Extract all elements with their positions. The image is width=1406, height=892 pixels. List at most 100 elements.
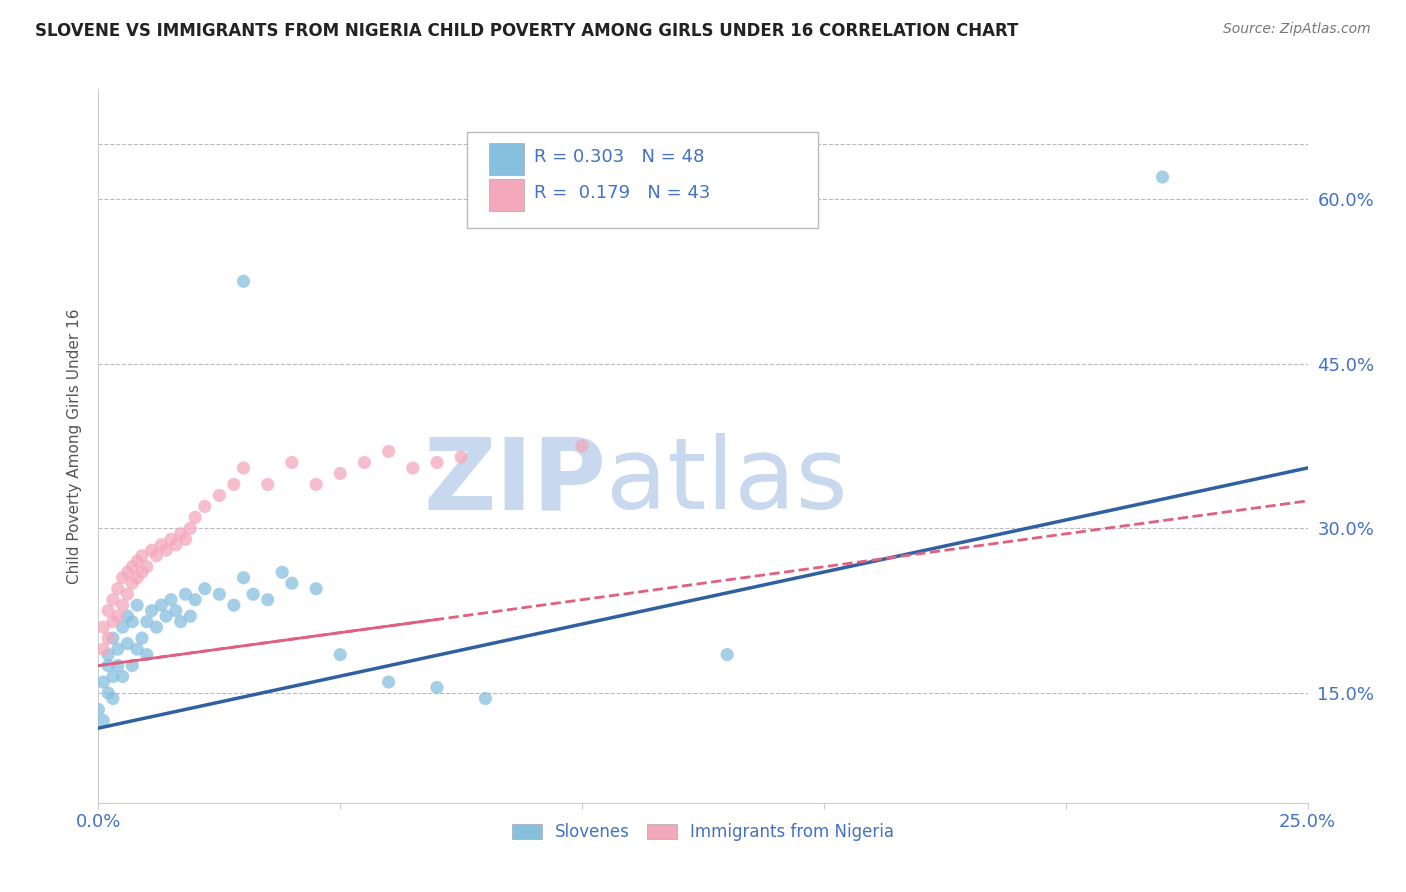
Point <box>208 587 231 601</box>
Point <box>155 543 177 558</box>
Point <box>145 620 167 634</box>
Point <box>174 587 197 601</box>
Point <box>127 571 149 585</box>
Point <box>271 566 294 580</box>
Point <box>155 609 177 624</box>
Point <box>101 669 124 683</box>
Point <box>222 598 245 612</box>
Point <box>135 615 157 629</box>
Point <box>135 648 157 662</box>
Point <box>329 648 352 662</box>
Point <box>165 604 187 618</box>
Point <box>131 549 153 563</box>
FancyBboxPatch shape <box>467 132 818 228</box>
Point <box>377 675 399 690</box>
Point <box>571 439 593 453</box>
Point <box>97 658 120 673</box>
Point <box>111 571 134 585</box>
Point <box>232 461 254 475</box>
Point <box>91 714 114 728</box>
Point <box>91 620 114 634</box>
Text: R =  0.179   N = 43: R = 0.179 N = 43 <box>534 184 710 202</box>
Point <box>111 669 134 683</box>
Point <box>150 598 173 612</box>
Text: ZIP: ZIP <box>423 434 606 530</box>
Point <box>426 455 449 469</box>
Point <box>184 592 207 607</box>
Point <box>165 538 187 552</box>
Point <box>179 521 201 535</box>
Point <box>281 455 304 469</box>
Point <box>121 576 143 591</box>
Point <box>232 274 254 288</box>
Point <box>184 510 207 524</box>
Point <box>127 598 149 612</box>
Point <box>141 604 163 618</box>
Point <box>1152 169 1174 184</box>
Point <box>194 582 217 596</box>
Point <box>101 691 124 706</box>
Point <box>97 631 120 645</box>
Legend: Slovenes, Immigrants from Nigeria: Slovenes, Immigrants from Nigeria <box>505 817 901 848</box>
Point <box>107 609 129 624</box>
Point <box>127 554 149 568</box>
Point <box>450 450 472 464</box>
Point <box>281 576 304 591</box>
Y-axis label: Child Poverty Among Girls Under 16: Child Poverty Among Girls Under 16 <box>67 309 83 583</box>
Point <box>377 444 399 458</box>
Point <box>111 598 134 612</box>
Text: SLOVENE VS IMMIGRANTS FROM NIGERIA CHILD POVERTY AMONG GIRLS UNDER 16 CORRELATIO: SLOVENE VS IMMIGRANTS FROM NIGERIA CHILD… <box>35 22 1018 40</box>
Point <box>117 637 139 651</box>
Text: Source: ZipAtlas.com: Source: ZipAtlas.com <box>1223 22 1371 37</box>
Point <box>127 642 149 657</box>
Point <box>716 648 738 662</box>
Point <box>353 455 375 469</box>
Point <box>222 477 245 491</box>
Point <box>232 571 254 585</box>
Point <box>121 658 143 673</box>
FancyBboxPatch shape <box>489 144 524 175</box>
Point <box>101 631 124 645</box>
FancyBboxPatch shape <box>489 179 524 211</box>
Point <box>169 615 191 629</box>
Point <box>101 615 124 629</box>
Point <box>179 609 201 624</box>
Point <box>256 477 278 491</box>
Point <box>426 681 449 695</box>
Point <box>160 533 183 547</box>
Point <box>87 702 110 716</box>
Point <box>305 477 328 491</box>
Point <box>97 604 120 618</box>
Point <box>169 526 191 541</box>
Point <box>141 543 163 558</box>
Text: R = 0.303   N = 48: R = 0.303 N = 48 <box>534 148 704 166</box>
Point <box>242 587 264 601</box>
Point <box>135 559 157 574</box>
Point <box>107 658 129 673</box>
Point <box>107 582 129 596</box>
Point <box>117 566 139 580</box>
Point <box>256 592 278 607</box>
Point <box>145 549 167 563</box>
Text: atlas: atlas <box>606 434 848 530</box>
Point <box>174 533 197 547</box>
Point <box>117 609 139 624</box>
Point <box>97 686 120 700</box>
Point <box>101 592 124 607</box>
Point <box>121 559 143 574</box>
Point <box>91 642 114 657</box>
Point <box>117 587 139 601</box>
Point <box>131 566 153 580</box>
Point <box>402 461 425 475</box>
Point <box>329 467 352 481</box>
Point <box>131 631 153 645</box>
Point <box>160 592 183 607</box>
Point <box>97 648 120 662</box>
Point <box>208 488 231 502</box>
Point <box>305 582 328 596</box>
Point <box>150 538 173 552</box>
Point <box>194 500 217 514</box>
Point <box>474 691 496 706</box>
Point <box>111 620 134 634</box>
Point <box>121 615 143 629</box>
